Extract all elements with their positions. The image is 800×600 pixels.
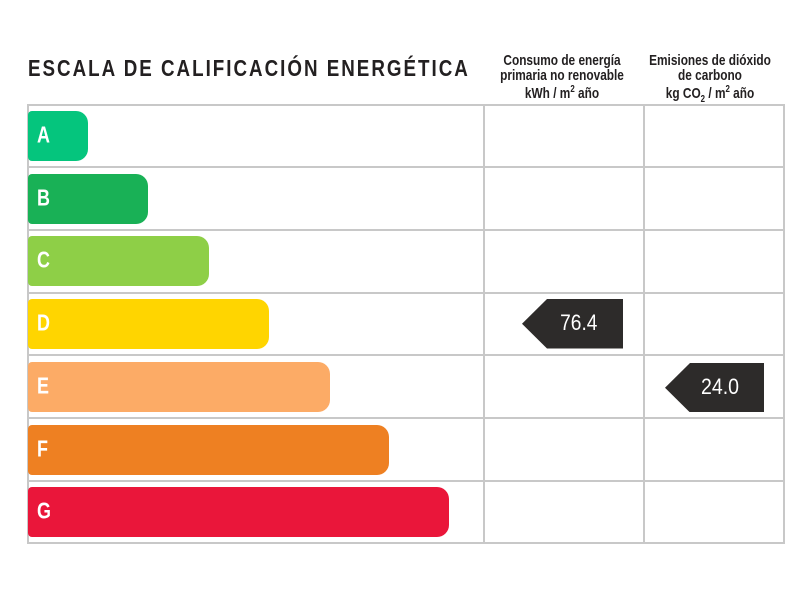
svg-text:24.0: 24.0: [701, 374, 739, 399]
svg-text:76.4: 76.4: [560, 310, 597, 335]
